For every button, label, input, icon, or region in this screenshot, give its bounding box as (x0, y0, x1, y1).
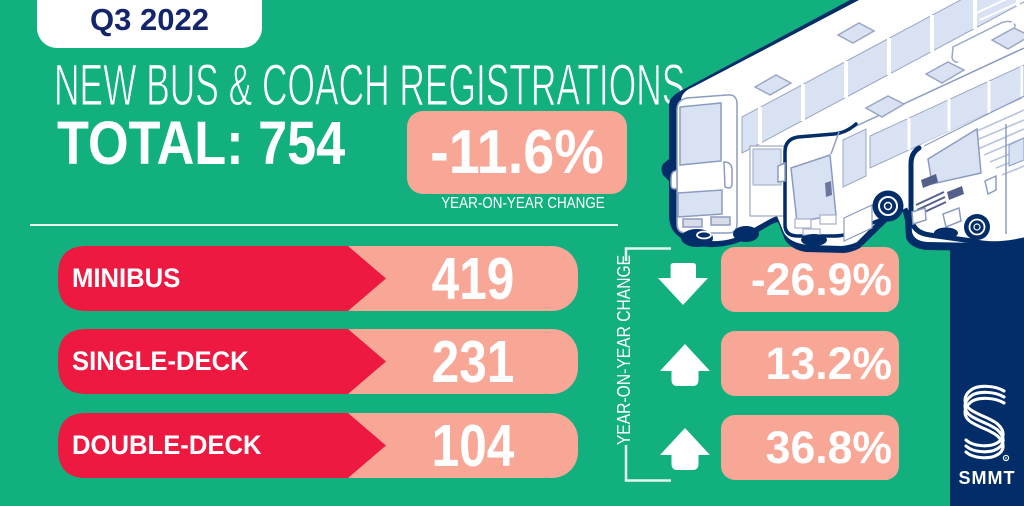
svg-text:R: R (1005, 457, 1008, 461)
